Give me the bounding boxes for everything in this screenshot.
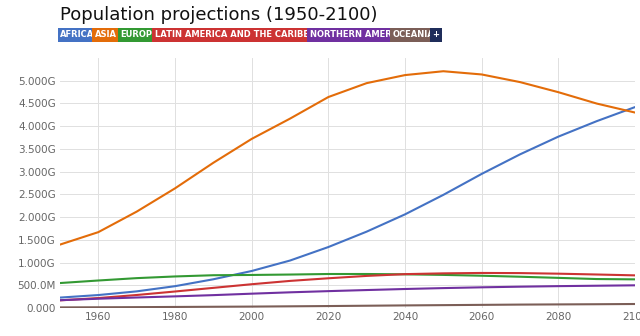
Text: +: + — [432, 30, 439, 39]
Text: EUROPE: EUROPE — [120, 30, 157, 39]
Text: AFRICA: AFRICA — [60, 30, 94, 39]
Text: OCEANIA: OCEANIA — [392, 30, 434, 39]
Text: NORTHERN AMERICA: NORTHERN AMERICA — [310, 30, 407, 39]
Text: LATIN AMERICA AND THE CARIBBEAN: LATIN AMERICA AND THE CARIBBEAN — [155, 30, 329, 39]
Text: ASIA: ASIA — [95, 30, 117, 39]
Text: Population projections (1950-2100): Population projections (1950-2100) — [60, 6, 378, 24]
